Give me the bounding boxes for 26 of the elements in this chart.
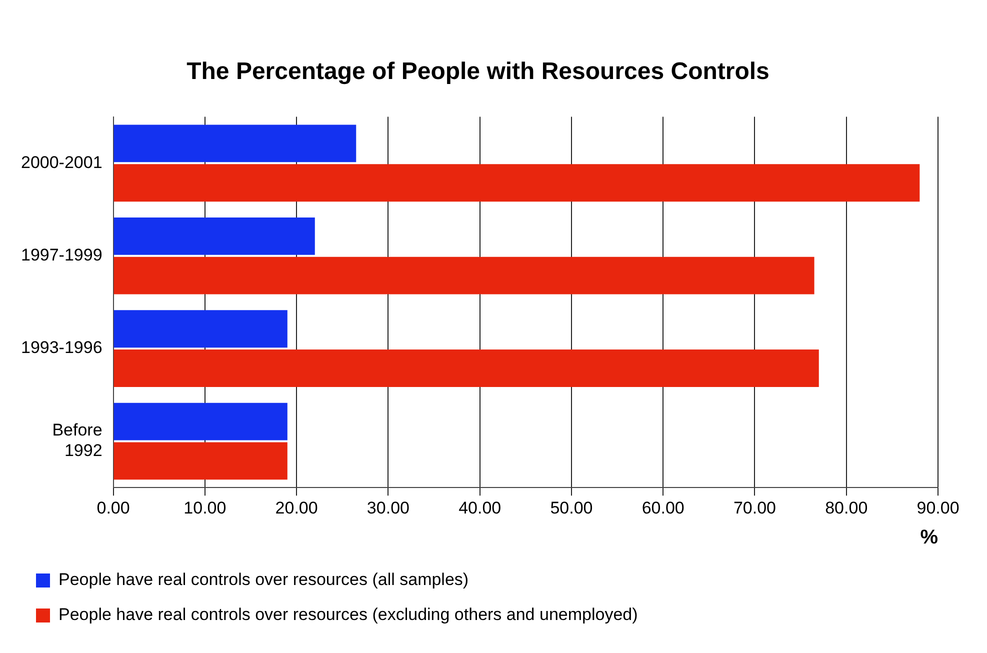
x-tick-label: 40.00 bbox=[458, 498, 502, 518]
y-tick-label: Before 1992 bbox=[52, 420, 102, 460]
bar bbox=[114, 350, 819, 387]
x-tick-label: 30.00 bbox=[366, 498, 410, 518]
bar bbox=[114, 310, 288, 348]
x-tick-label: 60.00 bbox=[642, 498, 684, 518]
y-tick-label: 1997-1999 bbox=[20, 246, 102, 265]
x-tick-label: 10.00 bbox=[184, 498, 226, 518]
bar bbox=[114, 164, 920, 202]
x-axis-title: % bbox=[920, 526, 938, 549]
bar bbox=[114, 402, 288, 440]
bar bbox=[114, 124, 356, 162]
bar bbox=[114, 256, 814, 294]
chart-title: The Percentage of People with Resources Controls bbox=[186, 58, 770, 86]
y-tick-label: 2000-2001 bbox=[20, 152, 102, 172]
y-tick-label: 1993-1996 bbox=[20, 338, 102, 358]
x-tick-label: 0.00 bbox=[96, 498, 130, 518]
x-tick-label: 80.00 bbox=[825, 498, 868, 518]
legend-label: People have real controls over resources (excluding others and unemployed) bbox=[58, 605, 638, 624]
bar bbox=[114, 442, 288, 480]
x-tick-label: 50.00 bbox=[550, 498, 593, 518]
bar bbox=[114, 217, 315, 255]
x-tick-label: 20.00 bbox=[275, 498, 318, 518]
x-tick-label: 70.00 bbox=[733, 498, 776, 518]
legend-label: People have real controls over resources (all samples) bbox=[58, 570, 469, 590]
x-tick-label: 90.00 bbox=[916, 498, 960, 518]
